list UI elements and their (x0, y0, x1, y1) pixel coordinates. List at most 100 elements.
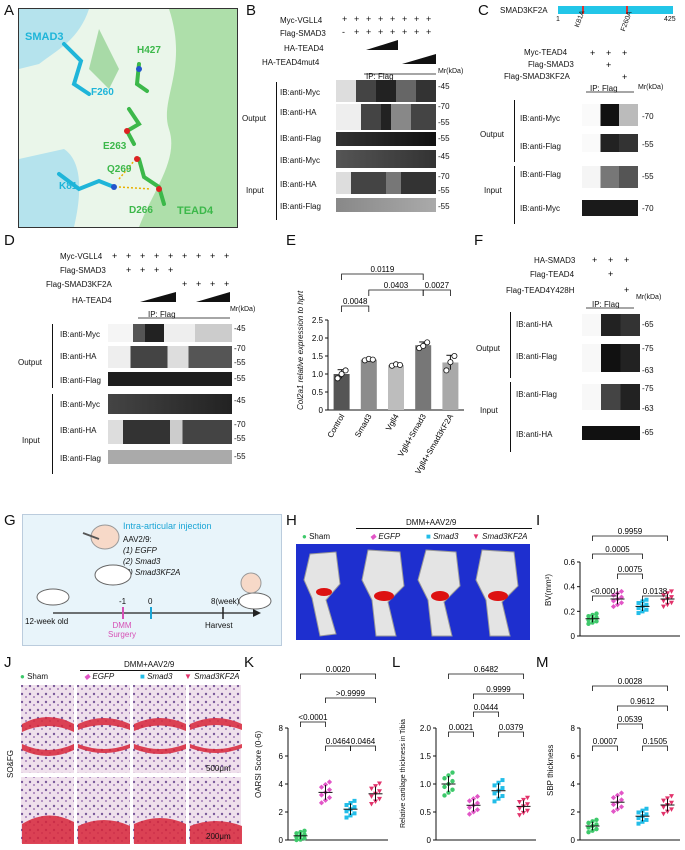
svg-text:+: + (168, 251, 173, 261)
data-point (348, 800, 353, 805)
y-tick-label: 1.5 (420, 752, 432, 761)
significance-bracket (617, 705, 668, 711)
schematic-panel-g: Intra-articular injection AAV2/9: (1) EG… (22, 514, 282, 646)
scale-200: 200μm (206, 832, 231, 841)
data-point (496, 796, 501, 801)
row-label-flag-smad3: Flag-SMAD3 (528, 60, 574, 69)
data-point (442, 793, 447, 798)
significance-bracket (473, 693, 524, 699)
data-point (586, 621, 591, 627)
p-value-label: 0.0007 (593, 737, 618, 746)
harvest-label: Harvest (205, 621, 233, 630)
panel-label-d: D (4, 232, 15, 249)
data-point (302, 836, 307, 841)
data-point (352, 798, 357, 803)
legend-sham: ● Sham (20, 672, 48, 681)
p-value-label: 0.0027 (425, 281, 450, 290)
y-tick-label: 0 (279, 836, 284, 845)
svg-text:+: + (154, 265, 159, 275)
histology-image (19, 683, 243, 845)
data-point (420, 342, 427, 349)
y-tick-label: 1.0 (312, 370, 324, 379)
data-point (644, 806, 649, 811)
svg-text:+: + (182, 251, 187, 261)
structure-panel: SMAD3 H427 F260 E263 Q269 K81 D266 TEAD4 (18, 8, 238, 228)
blot-label-myc: IB:anti-Myc (60, 400, 101, 409)
data-point (636, 810, 641, 815)
svg-text:+: + (592, 255, 597, 265)
data-point (517, 800, 522, 805)
data-point (326, 787, 333, 793)
significance-bracket (341, 305, 370, 312)
mw-marker: -70 (438, 102, 450, 111)
ip-label: IP: Flag (366, 72, 394, 81)
panel-label-c: C (478, 2, 489, 19)
data-point (466, 811, 473, 817)
blot-band (336, 80, 436, 102)
data-point (669, 794, 674, 799)
svg-text:+: + (210, 279, 215, 289)
svg-text:+: + (378, 14, 383, 24)
panel-label-j: J (4, 654, 12, 671)
legend-smad3kf2a: ▼ Smad3KF2A (184, 672, 240, 681)
signs-f-svg: + + + + + (586, 255, 634, 309)
y-tick-label: 1.5 (312, 352, 324, 361)
p-value-label: 0.0379 (499, 723, 524, 732)
scatter-chart-m-svg: 0 2 4 6 8 0.0007 0.0539 0.1505 0.9612 0.0028 (571, 677, 680, 845)
significance-bracket (592, 685, 668, 691)
y-tick-label: 0.6 (564, 558, 576, 567)
data-point (492, 791, 497, 796)
row-label-flag-smad3kf2a: Flag-SMAD3KF2A (504, 72, 570, 81)
construct-bar (558, 6, 673, 14)
data-point (586, 830, 591, 835)
microct-image (296, 544, 530, 640)
group-2: (2) Smad3 (123, 557, 161, 566)
svg-text:+: + (366, 14, 371, 24)
p-value-label: 0.0005 (605, 545, 630, 554)
svg-text:+: + (414, 14, 419, 24)
bar (415, 345, 432, 410)
mw-marker: -70 (642, 112, 654, 121)
legend-egfp: ◆ EGFP (84, 672, 115, 681)
svg-text:+: + (606, 60, 611, 70)
mw-marker: -55 (234, 452, 246, 461)
data-point (344, 809, 349, 814)
data-point (442, 784, 447, 790)
significance-bracket (617, 723, 643, 729)
data-point (298, 829, 303, 835)
svg-text:+: + (390, 14, 395, 24)
legend-egfp: ◆ EGFP (370, 532, 401, 541)
y-tick-label: 0 (571, 632, 576, 641)
data-point (618, 797, 625, 803)
blot-band (582, 200, 638, 216)
tick-minus1: -1 (119, 597, 127, 606)
data-point (610, 598, 617, 604)
scatter-chart-k: OARSI Score (0-6) 0 2 4 6 8 <0.0001 0.0464 0.04… (248, 658, 390, 850)
data-point (344, 815, 349, 820)
input-label: Input (246, 186, 264, 195)
svg-text:+: + (354, 14, 359, 24)
data-point (521, 797, 526, 803)
svg-text:+: + (224, 279, 229, 289)
p-value-label: 0.0119 (370, 265, 394, 274)
data-point (636, 821, 641, 826)
mw-marker: -70 (234, 420, 246, 429)
data-point (636, 816, 641, 821)
significance-bracket (642, 595, 668, 601)
data-point (447, 359, 454, 366)
panel-label-i: I (536, 512, 541, 529)
data-point (644, 817, 649, 822)
mw-marker: -63 (642, 366, 654, 375)
row-label-myc-tead4: Myc-TEAD4 (524, 48, 568, 57)
data-point (352, 805, 357, 810)
data-point (369, 356, 376, 363)
data-point (492, 799, 497, 804)
data-point (644, 812, 649, 817)
row-label-ha-smad3: HA-SMAD3 (534, 256, 576, 265)
data-point (610, 808, 617, 815)
panel-label-l: L (392, 654, 401, 671)
mw-marker: -55 (438, 202, 450, 211)
scatter-chart-m: SBP thickness 0 2 4 6 8 0.0007 0.0539 0.1505 0.9… (540, 658, 685, 850)
data-point (594, 826, 599, 832)
